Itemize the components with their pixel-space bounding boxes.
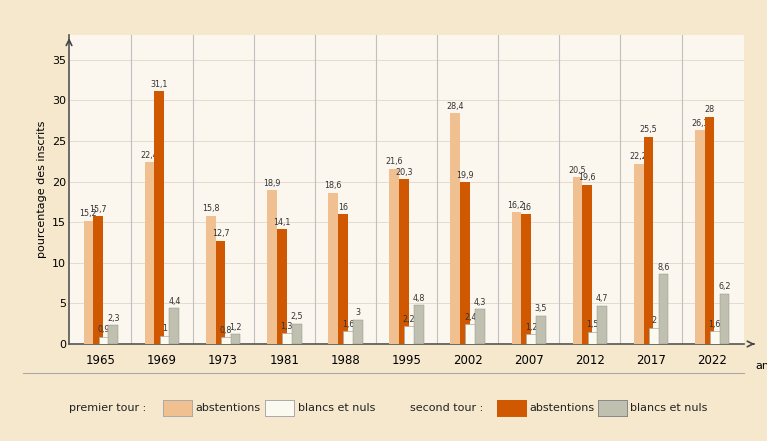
Bar — [145, 162, 154, 344]
Text: 18,9: 18,9 — [263, 179, 281, 188]
Text: 0,9: 0,9 — [97, 325, 110, 334]
Bar — [154, 91, 164, 344]
Bar — [705, 116, 715, 344]
Bar — [597, 306, 607, 344]
Bar — [695, 131, 705, 344]
Text: 1,3: 1,3 — [281, 322, 293, 331]
Bar — [231, 334, 240, 344]
Bar — [522, 214, 531, 344]
Text: second tour :: second tour : — [410, 403, 484, 413]
Bar — [399, 179, 409, 344]
Bar — [328, 193, 338, 344]
Text: 1,6: 1,6 — [342, 320, 354, 329]
Y-axis label: pourcentage des inscrits: pourcentage des inscrits — [37, 121, 47, 258]
Text: 25,5: 25,5 — [640, 125, 657, 135]
Text: 15,8: 15,8 — [202, 204, 219, 213]
Text: 22,2: 22,2 — [630, 152, 647, 161]
Bar — [573, 177, 582, 344]
Bar — [450, 113, 460, 344]
Bar — [291, 324, 301, 344]
Bar — [710, 331, 719, 344]
Text: 16,2: 16,2 — [508, 201, 525, 210]
Text: premier tour :: premier tour : — [69, 403, 146, 413]
Text: 2,4: 2,4 — [464, 313, 476, 322]
Text: blancs et nuls: blancs et nuls — [630, 403, 708, 413]
Text: 8,6: 8,6 — [657, 263, 670, 272]
Bar — [475, 309, 485, 344]
Text: 19,9: 19,9 — [456, 171, 474, 180]
Bar — [277, 229, 287, 344]
Text: 15,7: 15,7 — [90, 205, 107, 214]
Bar — [98, 336, 108, 344]
Bar — [267, 191, 277, 344]
Text: 0,8: 0,8 — [219, 326, 232, 335]
Bar — [526, 334, 536, 344]
Text: 22,4: 22,4 — [141, 150, 159, 160]
Bar — [649, 328, 659, 344]
Text: 2: 2 — [651, 316, 657, 325]
Bar — [512, 213, 522, 344]
Text: 2,2: 2,2 — [403, 315, 416, 324]
Bar — [338, 214, 347, 344]
Text: 4,8: 4,8 — [413, 294, 425, 303]
Text: 21,6: 21,6 — [385, 157, 403, 166]
Text: années: années — [755, 361, 767, 370]
Bar — [84, 220, 94, 344]
Bar — [414, 305, 424, 344]
Text: blancs et nuls: blancs et nuls — [298, 403, 375, 413]
Text: 12,7: 12,7 — [212, 229, 229, 239]
Text: 4,7: 4,7 — [596, 294, 608, 303]
Bar — [94, 217, 103, 344]
Text: 31,1: 31,1 — [150, 80, 168, 89]
Text: 1: 1 — [162, 325, 167, 333]
Text: 19,6: 19,6 — [578, 173, 596, 182]
Bar — [634, 164, 644, 344]
Text: abstentions: abstentions — [529, 403, 594, 413]
Text: 20,5: 20,5 — [568, 166, 586, 175]
Bar — [206, 216, 216, 344]
Text: 1,5: 1,5 — [586, 320, 599, 329]
Text: 6,2: 6,2 — [719, 282, 731, 291]
Bar — [353, 320, 363, 344]
Text: 3,5: 3,5 — [535, 304, 548, 313]
Bar — [582, 185, 592, 344]
Text: 1,2: 1,2 — [525, 323, 538, 332]
Text: 4,3: 4,3 — [474, 298, 486, 306]
Text: 4,4: 4,4 — [168, 297, 180, 306]
Bar — [460, 182, 470, 344]
Text: 28: 28 — [705, 105, 715, 114]
Bar — [536, 316, 546, 344]
Bar — [404, 326, 414, 344]
Text: 2,5: 2,5 — [290, 312, 303, 321]
Text: 16: 16 — [522, 202, 532, 212]
Text: 28,4: 28,4 — [446, 102, 464, 111]
Bar — [282, 333, 291, 344]
Text: 26,3: 26,3 — [691, 119, 709, 128]
Bar — [160, 336, 170, 344]
Bar — [644, 137, 653, 344]
Bar — [389, 168, 399, 344]
Bar — [719, 294, 729, 344]
Bar — [108, 325, 118, 344]
Bar — [343, 331, 353, 344]
Bar — [588, 332, 597, 344]
Bar — [170, 308, 179, 344]
Bar — [659, 274, 668, 344]
Text: 2,3: 2,3 — [107, 314, 120, 323]
Text: 14,1: 14,1 — [273, 218, 291, 227]
Text: abstentions: abstentions — [196, 403, 261, 413]
Bar — [466, 325, 475, 344]
Text: 20,3: 20,3 — [395, 168, 413, 177]
Text: 16: 16 — [337, 202, 347, 212]
Text: 18,6: 18,6 — [324, 181, 341, 191]
Text: 15,2: 15,2 — [80, 209, 97, 218]
Text: 1,2: 1,2 — [229, 323, 242, 332]
Text: 3: 3 — [355, 308, 360, 317]
Bar — [216, 241, 225, 344]
Text: 1,6: 1,6 — [709, 320, 721, 329]
Bar — [221, 337, 231, 344]
